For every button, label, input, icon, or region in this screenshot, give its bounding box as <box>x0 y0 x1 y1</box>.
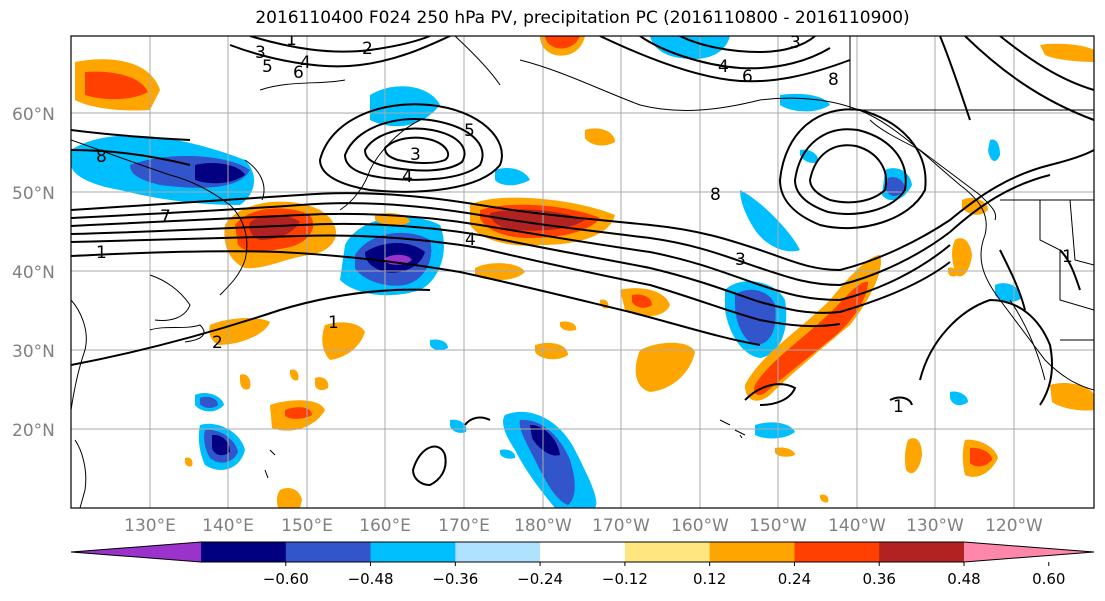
colorbar-bin <box>794 542 880 562</box>
colorbar-tick-label: −0.60 <box>263 570 309 588</box>
contour-label: 5 <box>262 57 273 77</box>
lon-label: 130°E <box>124 516 176 536</box>
colorbar-bin <box>370 542 456 562</box>
colorbar-bin <box>285 542 372 562</box>
contour-label: 1 <box>96 243 107 263</box>
contour-label: 1 <box>1062 247 1073 267</box>
positive-anomaly-shading <box>184 36 1094 508</box>
lon-label: 150°E <box>281 516 333 536</box>
lon-label: 160°W <box>671 516 729 536</box>
lon-label: 170°E <box>438 516 490 536</box>
lon-label: 140°E <box>202 516 254 536</box>
contour-label: 2 <box>362 39 373 59</box>
colorbar-bin <box>879 542 965 562</box>
lat-label-50n: 50°N <box>12 184 55 204</box>
lon-label: 130°W <box>906 516 964 536</box>
colorbar-outline <box>70 541 1095 563</box>
contour-label: 2 <box>212 333 223 353</box>
lat-label-30n: 30°N <box>12 342 55 362</box>
contour-label: 5 <box>464 121 475 141</box>
lon-label: 140°W <box>828 516 886 536</box>
map-title: 2016110400 F024 250 hPa PV, precipitatio… <box>255 8 910 28</box>
colorbar-tick-label: 0.48 <box>947 570 980 588</box>
contour-label: 1 <box>893 397 904 417</box>
contour-label: 8 <box>710 185 721 205</box>
contour-label: 3 <box>255 43 266 63</box>
contour-label: 1 <box>328 313 339 333</box>
lon-label: 150°W <box>749 516 807 536</box>
contour-label: 6 <box>293 63 304 83</box>
lat-label-40n: 40°N <box>12 263 55 283</box>
colorbar-bin <box>709 542 795 562</box>
contour-label: 3 <box>735 250 746 270</box>
lat-label-60n: 60°N <box>12 105 55 125</box>
colorbar-tick-label: −0.36 <box>432 570 478 588</box>
contour-label: 7 <box>160 207 171 227</box>
colorbar-tick-label: −0.24 <box>517 570 563 588</box>
contour-label: 8 <box>828 70 839 90</box>
lon-label: 180°W <box>514 516 572 536</box>
colorbar-tick-label: 0.24 <box>778 570 811 588</box>
contour-label: 1 <box>286 30 297 50</box>
contour-labels: 1 2 3 4 5 6 3 4 6 8 8 3 4 5 7 1 4 8 1 2 … <box>96 30 1073 417</box>
contour-label: 4 <box>465 230 476 250</box>
lon-label: 160°E <box>359 516 411 536</box>
latitude-labels: 60°N 50°N 40°N 30°N 20°N <box>12 105 55 441</box>
pv-contours <box>71 36 1094 487</box>
colorbar-bin <box>624 542 711 562</box>
contour-label: 4 <box>300 53 311 73</box>
colorbar-bin <box>540 542 626 562</box>
colorbar: −0.60 −0.48 −0.36 −0.24 −0.12 0.12 0.24 0.36 0.4… <box>70 541 1095 588</box>
contour-label: 4 <box>402 167 413 187</box>
contour-label: 3 <box>790 33 801 53</box>
contour-label: 3 <box>410 145 421 165</box>
colorbar-bin <box>455 542 541 562</box>
colorbar-tick-label: 0.60 <box>1032 570 1065 588</box>
colorbar-tick-label: −0.48 <box>348 570 394 588</box>
contour-label: 4 <box>718 57 729 77</box>
colorbar-tick-label: −0.12 <box>602 570 648 588</box>
lon-label: 170°W <box>592 516 650 536</box>
colorbar-extend-low <box>71 542 201 562</box>
longitude-labels: 130°E 140°E 150°E 160°E 170°E 180°W 170°… <box>124 516 1043 536</box>
lat-lon-gridlines <box>71 36 1094 508</box>
colorbar-tick-label: 0.36 <box>863 570 896 588</box>
lon-label: 120°W <box>985 516 1043 536</box>
colorbar-tick-label: 0.12 <box>693 570 726 588</box>
negative-anomaly-shading <box>71 36 1022 508</box>
contour-label: 8 <box>96 147 107 167</box>
lat-label-20n: 20°N <box>12 421 55 441</box>
colorbar-extend-high <box>964 542 1094 562</box>
colorbar-bin <box>201 542 287 562</box>
contour-label: 6 <box>742 67 753 87</box>
map-frame <box>70 35 1095 509</box>
